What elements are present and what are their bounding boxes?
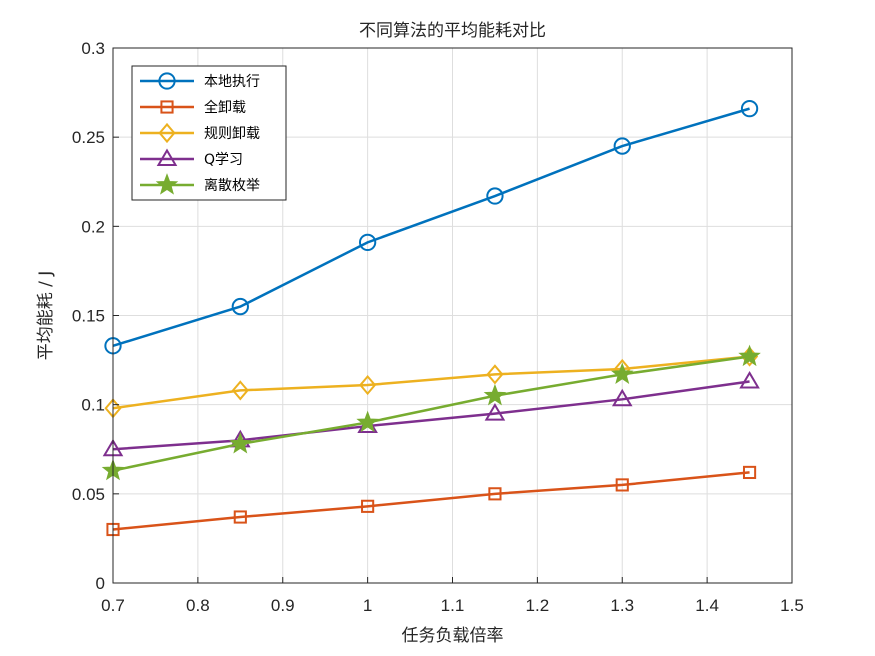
x-tick-label: 1.4: [695, 596, 719, 615]
marker-square: [160, 100, 174, 114]
series-line: [112, 471, 750, 531]
x-tick-label: 1: [363, 596, 372, 615]
marker-circle: [158, 72, 176, 90]
marker-star: [229, 432, 252, 454]
legend-entry: 离散枚举: [140, 173, 260, 195]
marker-circle: [613, 137, 631, 155]
legend-label: 规则卸载: [204, 126, 260, 142]
x-tick-label: 1.1: [441, 596, 465, 615]
marker-star: [738, 344, 761, 367]
marker-square: [233, 510, 247, 524]
marker-circle: [358, 233, 377, 252]
marker-triangle: [484, 403, 506, 421]
ticks: 0.7 0.8 0.9 1 1.1 1.2 1.3 1.4 1.5 0 0.05 0.1 0.15 0.2…: [72, 39, 804, 615]
legend-entry: Q学习: [140, 148, 243, 168]
legend-label: 离散枚举: [204, 177, 260, 194]
y-tick-label: 0: [96, 574, 105, 593]
y-axis-title: 平均能耗 / J: [36, 271, 56, 361]
y-tick-label: 0.1: [81, 396, 105, 415]
marker-star: [610, 362, 634, 384]
legend-label: 本地执行: [204, 74, 260, 90]
x-tick-label: 1.3: [610, 596, 634, 615]
series-5: [101, 344, 761, 481]
x-tick-label: 1.2: [526, 596, 550, 615]
marker-circle: [740, 99, 759, 118]
x-axis-title: 任务负载倍率: [402, 626, 504, 646]
series-1: [104, 99, 759, 355]
marker-square: [488, 487, 502, 501]
marker-triangle: [739, 370, 760, 389]
marker-diamond: [359, 374, 377, 396]
marker-square: [742, 465, 757, 480]
marker-star: [356, 410, 379, 433]
legend-label: Q学习: [204, 152, 243, 168]
series-line: [112, 355, 750, 410]
marker-diamond: [231, 380, 249, 401]
series-line: [112, 107, 750, 348]
series-line: [112, 380, 750, 451]
x-tick-label: 0.9: [271, 596, 295, 615]
legend-entry: 本地执行: [140, 72, 260, 90]
marker-circle: [231, 297, 249, 316]
marker-star: [483, 383, 507, 406]
series-layer: [101, 99, 761, 537]
marker-triangle: [611, 388, 633, 407]
y-tick-label: 0.05: [72, 485, 105, 504]
marker-square: [615, 478, 629, 492]
marker-diamond: [158, 122, 176, 144]
marker-triangle: [156, 148, 178, 166]
x-tick-label: 1.5: [780, 596, 804, 615]
y-tick-label: 0.25: [72, 128, 105, 147]
chart-title: 不同算法的平均能耗对比: [359, 21, 546, 41]
marker-star: [155, 173, 179, 195]
marker-square: [361, 499, 375, 513]
x-tick-label: 0.8: [186, 596, 210, 615]
legend-entry: 全卸载: [140, 99, 246, 116]
series-2: [106, 465, 757, 537]
y-tick-label: 0.2: [81, 217, 105, 236]
legend-label: 全卸载: [204, 99, 246, 116]
y-tick-label: 0.15: [72, 307, 105, 326]
series-line: [112, 355, 750, 472]
x-tick-label: 0.7: [101, 596, 125, 615]
y-tick-label: 0.3: [81, 39, 105, 58]
marker-circle: [486, 187, 504, 205]
marker-diamond: [486, 364, 504, 385]
legend-entry: 规则卸载: [140, 122, 260, 144]
